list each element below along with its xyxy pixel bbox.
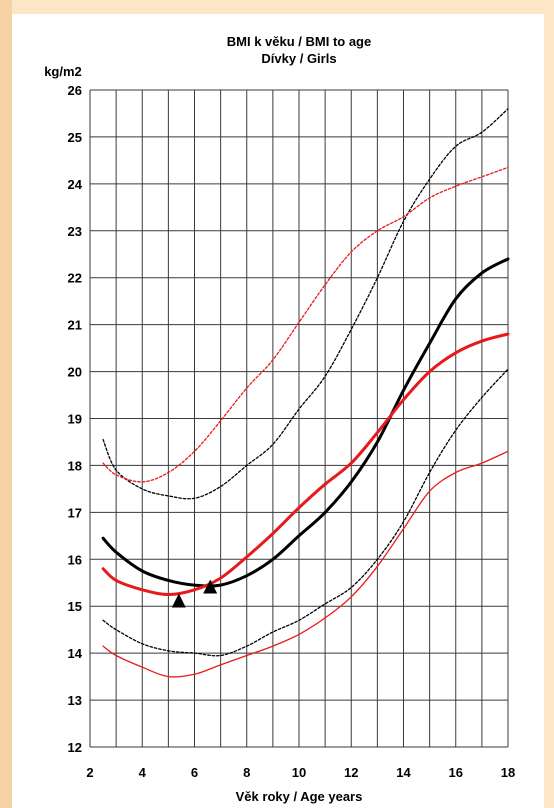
- y-tick-label: 13: [68, 693, 82, 708]
- left-border-strip: [0, 0, 12, 808]
- y-tick-label: 24: [68, 177, 83, 192]
- chart-subtitle: Dívky / Girls: [261, 51, 336, 66]
- x-tick-label: 8: [243, 765, 250, 780]
- y-tick-label: 16: [68, 552, 82, 567]
- triangle-marker-1: [171, 593, 186, 608]
- y-tick-label: 15: [68, 599, 82, 614]
- x-tick-label: 10: [292, 765, 306, 780]
- series-lines: [101, 108, 510, 678]
- y-tick-label: 21: [68, 318, 82, 333]
- chart-title: BMI k věku / BMI to age: [227, 34, 371, 49]
- y-tick-label: 12: [68, 740, 82, 755]
- x-tick-label: 2: [86, 765, 93, 780]
- series-line-6: [102, 450, 509, 678]
- x-tick-label: 16: [449, 765, 463, 780]
- x-tick-label: 14: [396, 765, 411, 780]
- y-tick-label: 19: [68, 412, 82, 427]
- y-tick-label: 20: [68, 365, 82, 380]
- series-line-2: [102, 166, 509, 483]
- y-axis-label: kg/m2: [44, 64, 82, 79]
- y-tick-label: 22: [68, 271, 82, 286]
- series-line-5: [102, 368, 509, 657]
- triangle-marker-2: [203, 579, 218, 594]
- y-tick-label: 23: [68, 224, 82, 239]
- x-axis-label: Věk roky / Age years: [236, 789, 363, 804]
- x-tick-label: 18: [501, 765, 515, 780]
- series-line-4: [101, 332, 510, 596]
- x-tick-label: 6: [191, 765, 198, 780]
- series-line-1: [102, 108, 509, 500]
- y-tick-label: 14: [68, 646, 83, 661]
- y-tick-label: 25: [68, 130, 82, 145]
- grid: [89, 89, 509, 748]
- y-tick-label: 26: [68, 83, 82, 98]
- series-line-3: [101, 257, 510, 588]
- markers: [171, 579, 218, 608]
- y-tick-label: 18: [68, 458, 82, 473]
- x-tick-label: 12: [344, 765, 358, 780]
- x-tick-label: 4: [139, 765, 147, 780]
- y-tick-label: 17: [68, 505, 82, 520]
